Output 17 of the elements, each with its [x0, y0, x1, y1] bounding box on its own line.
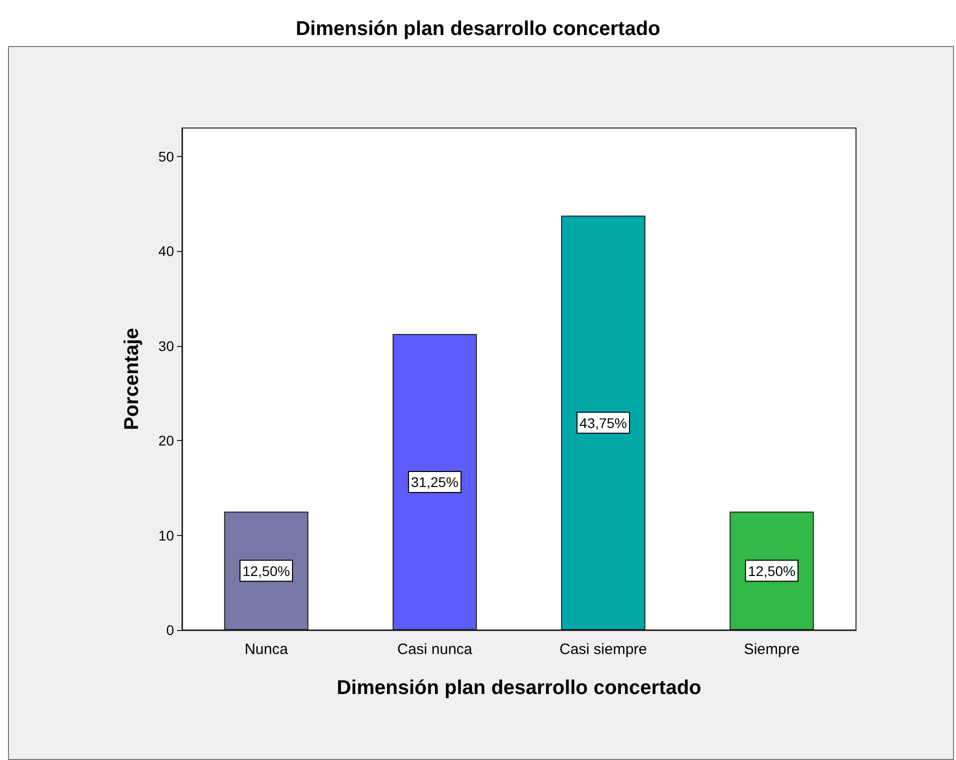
x-tick-label: Siempre	[744, 641, 800, 658]
x-tick-label: Nunca	[244, 641, 289, 658]
data-label: 31,25%	[411, 474, 458, 490]
y-tick-label: 10	[158, 527, 174, 544]
data-label: 12,50%	[242, 562, 290, 579]
y-tick-label: 30	[158, 338, 174, 354]
chart-title: Dimensión plan desarrollo concertado	[296, 18, 660, 40]
y-axis-title: Porcentaje	[121, 328, 143, 430]
y-tick-label: 0	[166, 622, 174, 638]
x-tick-label: Casi nunca	[397, 641, 473, 658]
y-tick-label: 50	[158, 148, 174, 164]
x-tick-label: Casi siempre	[559, 641, 648, 658]
x-axis-title: Dimensión plan desarrollo concertado	[336, 677, 702, 699]
y-tick-label: 40	[158, 243, 174, 260]
y-tick-label: 20	[158, 432, 174, 449]
data-label: 43,75%	[580, 414, 627, 431]
data-label: 12,50%	[748, 562, 796, 579]
